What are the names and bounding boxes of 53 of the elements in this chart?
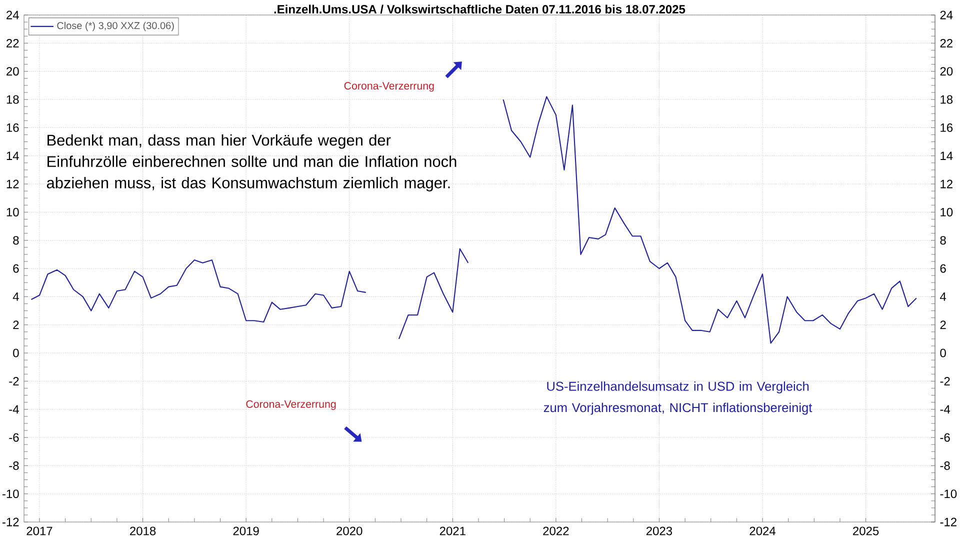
y2-tick-label: 20	[940, 67, 953, 76]
y-tick-label: 10	[6, 208, 19, 216]
y2-tick-label: 16	[940, 123, 953, 132]
y-tick-label: 22	[6, 38, 19, 48]
y2-tick-label: 2	[940, 320, 946, 330]
y-tick-label: -8	[9, 461, 19, 470]
y-tick-label: 8	[13, 236, 19, 245]
x-tick-label: 2025	[853, 526, 879, 536]
y2-tick-label: 18	[940, 95, 953, 104]
y2-tick-label: 24	[940, 10, 953, 20]
y2-tick-label: -2	[940, 376, 950, 386]
x-tick-label: 2019	[233, 526, 259, 536]
y2-tick-label: -8	[940, 461, 950, 470]
y2-tick-label: 14	[940, 152, 953, 160]
y-tick-label: 20	[6, 67, 19, 76]
y2-tick-label: 0	[940, 348, 946, 358]
y2-tick-label: -10	[940, 490, 957, 498]
x-tick-label: 2021	[440, 526, 466, 536]
y2-tick-label: 6	[940, 264, 946, 273]
y-tick-label: -12	[2, 518, 19, 526]
chart-title: .Einzelh.Ums.USA / Volkswirtschaftliche Daten 07.11.2016 bis 18.07.2025	[274, 4, 686, 14]
annotation: Corona-Verzerrung	[344, 82, 434, 92]
x-tick-label: 2020	[336, 526, 362, 536]
y2-tick-label: 22	[940, 38, 952, 48]
annotation: Bedenkt man, dass man hier Vorkäufe wegen der Einfuhrzölle einberechnen sollte und man die Inflation noch abziehen muss, ist das Konsumwachstum ziemlich mager.	[46, 134, 456, 192]
y2-tick-label: 8	[940, 236, 946, 245]
y2-tick-label: 12	[940, 180, 952, 188]
annotation: Corona-Verzerrung	[246, 400, 336, 410]
x-tick-label: 2023	[646, 526, 672, 536]
y2-tick-label: 10	[940, 208, 953, 216]
y-tick-label: 18	[6, 95, 19, 104]
x-tick-label: 2017	[26, 526, 52, 536]
y-tick-label: 24	[6, 10, 19, 20]
y-tick-label: 16	[6, 123, 19, 132]
x-tick-label: 2022	[543, 526, 569, 536]
y-tick-label: 0	[13, 348, 19, 358]
y-tick-label: 14	[6, 152, 19, 160]
y2-tick-label: -4	[940, 405, 950, 414]
y2-tick-label: -12	[940, 518, 956, 526]
y2-tick-label: 4	[940, 292, 946, 301]
x-tick-label: 2018	[130, 526, 156, 536]
legend-label: Close (*) 3,90 XXZ (30.06)	[57, 22, 174, 32]
y-tick-label: 2	[13, 320, 19, 330]
x-tick-label: 2024	[750, 526, 776, 536]
annotation: US-Einzelhandelsumsatz in USD im Vergleich zum Vorjahresmonat, NICHT inflationsbereinigt	[544, 381, 812, 415]
y-tick-label: 4	[12, 292, 19, 301]
y-tick-label: -10	[2, 490, 19, 498]
y-tick-label: -2	[9, 376, 19, 386]
y2-tick-label: -6	[940, 433, 950, 442]
y-tick-label: 6	[13, 264, 19, 273]
y-tick-label: 12	[6, 180, 19, 188]
y-tick-label: -6	[9, 433, 19, 442]
y-tick-label: -4	[9, 405, 19, 414]
